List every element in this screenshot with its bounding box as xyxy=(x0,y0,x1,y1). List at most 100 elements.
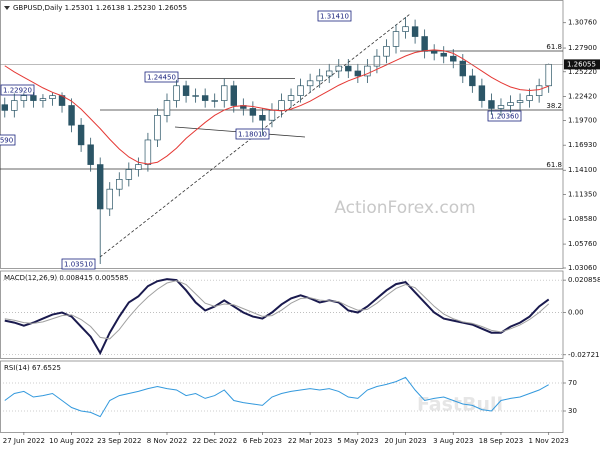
candle-body xyxy=(297,85,304,96)
last-price-label: 1.26055 xyxy=(567,60,596,68)
price-label: 1.03510 xyxy=(64,261,93,269)
candle-body xyxy=(411,26,419,37)
candle-body xyxy=(488,100,495,109)
candle-body xyxy=(96,164,104,210)
candle-body xyxy=(335,65,342,72)
y-tick-label: 1.08580 xyxy=(568,215,597,223)
candle-body xyxy=(221,85,228,101)
candle-body xyxy=(125,169,133,180)
y-tick-label: 1.05760 xyxy=(568,240,597,248)
series-line xyxy=(4,49,549,165)
y-tick-label: 0.020858 xyxy=(568,276,600,284)
candle-body xyxy=(278,100,285,111)
candle-body xyxy=(450,55,457,62)
price-pane xyxy=(0,0,564,269)
candle-body xyxy=(259,114,266,121)
label-box xyxy=(487,110,522,122)
y-tick-label: 1.03060 xyxy=(568,264,597,272)
fib-label: 61.8 xyxy=(546,43,562,51)
label-box xyxy=(0,134,16,146)
candle-body xyxy=(306,80,314,87)
y-tick-label: 1.11350 xyxy=(568,191,597,199)
candle-body xyxy=(526,95,533,101)
candle-body xyxy=(87,144,94,165)
label-box xyxy=(0,84,35,96)
candle-body xyxy=(201,95,209,101)
candle-body xyxy=(345,65,352,72)
candle-body xyxy=(373,55,381,67)
last-price-box xyxy=(564,59,600,70)
candle-body xyxy=(325,70,333,77)
candle-body xyxy=(383,46,390,57)
candle-body xyxy=(421,36,428,52)
label-box xyxy=(317,10,352,22)
label-box xyxy=(61,258,96,270)
candle-body xyxy=(469,75,476,87)
candle-body xyxy=(116,179,123,190)
candle-body xyxy=(402,26,409,32)
y-tick-label: 70 xyxy=(568,379,577,387)
pane-title: RSI(14) 67.6525 xyxy=(4,364,61,372)
y-tick-label: 1.22420 xyxy=(568,93,597,101)
y-tick-label: 1.25220 xyxy=(568,68,597,76)
series-line xyxy=(4,376,549,418)
x-tick-label: 27 Jun 2022 xyxy=(3,437,45,445)
x-tick-label: 6 Feb 2023 xyxy=(243,437,282,445)
x-tick-label: 10 Aug 2022 xyxy=(49,437,94,445)
candle-body xyxy=(211,100,218,102)
x-tick-label: 22 Dec 2022 xyxy=(192,437,237,445)
candle-body xyxy=(49,95,56,99)
candle-body xyxy=(230,85,238,106)
y-tick-label: -0.027213 xyxy=(568,351,600,359)
x-tick-label: 23 Sep 2022 xyxy=(97,437,141,445)
y-tick-label: 30 xyxy=(568,407,577,415)
fib-label: 61.8 xyxy=(546,161,562,169)
x-tick-label: 1 Nov 2023 xyxy=(528,437,568,445)
candle-body xyxy=(39,98,47,101)
candle-body xyxy=(135,164,142,170)
price-label: 1.20360 xyxy=(490,113,519,121)
watermark: FastBull xyxy=(417,394,503,416)
candle-body xyxy=(287,95,295,101)
candle-body xyxy=(478,85,486,101)
candle-body xyxy=(20,95,28,101)
y-tick-label: 1.27900 xyxy=(568,44,597,52)
candle-body xyxy=(249,108,257,116)
candle-body xyxy=(440,52,447,57)
x-tick-label: 20 Jun 2023 xyxy=(384,437,426,445)
price-label: 590 xyxy=(0,137,13,145)
candle-body xyxy=(316,75,323,82)
y-tick-label: 0.00 xyxy=(568,309,584,317)
candle-body xyxy=(163,100,171,116)
candle-body xyxy=(68,105,75,126)
menu-icon xyxy=(4,6,10,10)
y-tick-label: 1.16930 xyxy=(568,141,597,149)
series-line xyxy=(4,280,550,340)
candle-body xyxy=(516,100,524,103)
series-line xyxy=(4,278,550,356)
candle-body xyxy=(535,85,543,96)
price-label: 1.18010 xyxy=(238,131,267,139)
candle-body xyxy=(354,70,362,77)
label-box xyxy=(235,128,270,140)
price-label: 1.22920 xyxy=(3,87,32,95)
x-tick-label: 3 Aug 2023 xyxy=(433,437,473,445)
candle-body xyxy=(507,102,514,106)
x-tick-label: 8 Nov 2022 xyxy=(147,437,187,445)
candle-body xyxy=(77,124,85,146)
x-tick-label: 22 Mar 2023 xyxy=(288,437,332,445)
candle-body xyxy=(106,188,113,210)
candle-body xyxy=(392,31,400,47)
y-tick-label: 1.19700 xyxy=(568,117,597,125)
candle-body xyxy=(497,105,505,109)
annotations: 61.8 38.2 61.8 1.22920 590 1.24450 1.180… xyxy=(0,10,563,270)
candle-body xyxy=(182,85,190,96)
price-label: 1.24450 xyxy=(147,74,176,82)
candle-body xyxy=(154,114,161,141)
candle-body xyxy=(11,100,18,111)
candle-body xyxy=(192,95,199,97)
candle-body xyxy=(268,110,276,121)
y-tick-label: 1.30760 xyxy=(568,19,597,27)
macd-pane xyxy=(0,270,564,359)
candle-body xyxy=(144,139,152,165)
